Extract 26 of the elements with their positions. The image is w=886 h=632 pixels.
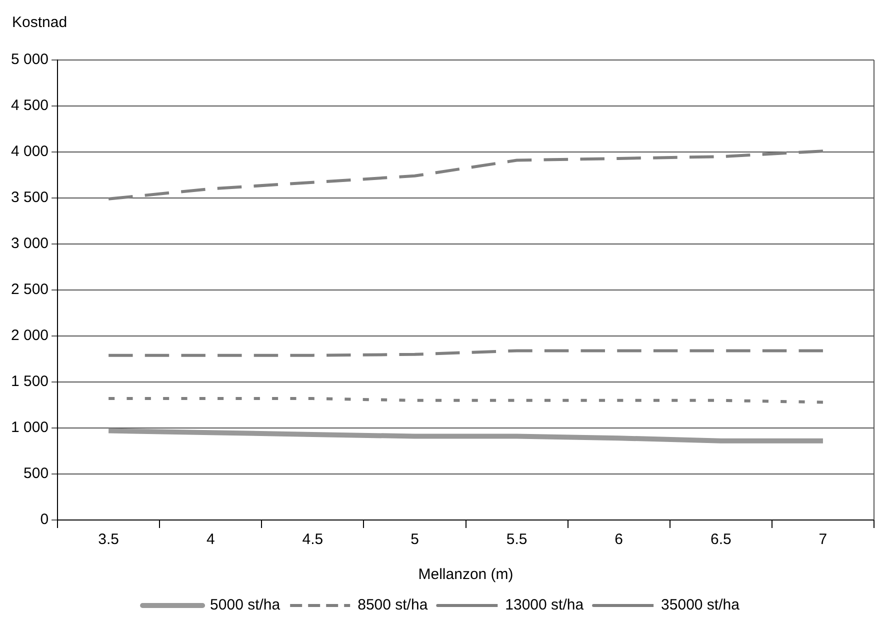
y-axis-title: Kostnad [11, 13, 68, 33]
y-tick-label: 4 500 [10, 97, 49, 114]
legend-label: 5000 st/ha [210, 596, 281, 614]
y-tick-label: 1 500 [10, 373, 49, 390]
legend-label: 8500 st/ha [358, 596, 428, 614]
y-tick-label: 2 000 [10, 327, 49, 344]
legend-label: 13000 st/ha [505, 596, 584, 614]
x-tick-label: 5 [410, 531, 419, 548]
y-tick-label: 3 500 [10, 189, 49, 206]
x-axis-title: Mellanzon (m) [418, 566, 514, 584]
y-tick-label: 3 000 [10, 235, 49, 252]
y-tick-label: 4 000 [10, 143, 49, 160]
x-tick-label: 5.5 [506, 531, 528, 548]
x-tick-label: 6.5 [710, 531, 732, 548]
x-tick-label: 4.5 [302, 531, 324, 548]
y-tick-label: 2 500 [10, 281, 49, 298]
x-tick-label: 6 [614, 531, 624, 548]
y-tick-label: 1 000 [10, 419, 49, 436]
y-tick-label: 5 000 [10, 51, 49, 68]
x-tick-label: 3.5 [98, 531, 119, 548]
y-tick-label: 500 [24, 465, 49, 482]
line-series [107, 150, 824, 200]
x-tick-label: 4 [206, 531, 215, 548]
y-tick-label: 0 [40, 511, 49, 528]
x-tick-label: 7 [818, 531, 828, 548]
legend-label: 35000 st/ha [661, 596, 740, 614]
